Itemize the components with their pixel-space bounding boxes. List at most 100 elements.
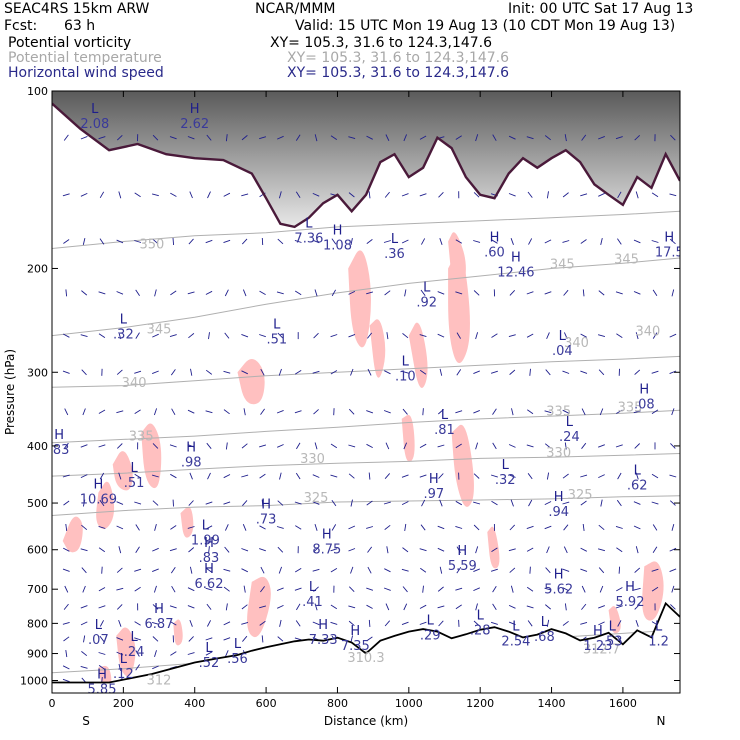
wind-vector xyxy=(330,443,338,449)
wind-vector xyxy=(509,369,516,375)
field-pv-name: Potential vorticity xyxy=(8,35,132,51)
wind-vector xyxy=(615,291,623,295)
wind-vector xyxy=(276,291,284,295)
tropopause-line xyxy=(52,102,680,229)
wind-vector xyxy=(169,136,177,140)
wind-vector xyxy=(330,548,338,552)
wind-extremum-value: 2.54 xyxy=(501,634,530,649)
wind-extremum-value: .51 xyxy=(266,333,287,348)
wind-vector xyxy=(492,585,497,593)
wind-vector xyxy=(260,368,265,376)
theta-contour-line xyxy=(52,257,680,337)
wind-vector xyxy=(473,524,480,531)
wind-vector xyxy=(208,546,210,554)
wind-vector xyxy=(544,525,552,530)
wind-vector xyxy=(170,192,177,197)
wind-vector xyxy=(170,621,177,626)
wind-extremum-value: 5.85 xyxy=(88,683,117,698)
theta-label: 325 xyxy=(304,491,329,506)
wind-vector xyxy=(508,334,516,338)
theta-label: 335 xyxy=(618,401,643,416)
wind-extremum-type: H xyxy=(593,624,603,639)
y-tick-label: 600 xyxy=(27,544,48,557)
wind-vector xyxy=(223,586,230,592)
wind-vector xyxy=(205,239,213,244)
wind-vector xyxy=(190,368,193,376)
wind-vector xyxy=(350,566,354,574)
wind-extremum-value: 1.99 xyxy=(191,534,220,549)
wind-vector xyxy=(455,604,462,610)
wind-vector xyxy=(277,546,284,553)
wind-vector xyxy=(671,523,675,531)
wind-vector xyxy=(207,191,211,199)
wind-vector xyxy=(134,637,142,641)
wind-extremum-type: L xyxy=(91,102,99,117)
wind-vector xyxy=(205,410,213,414)
wind-vector xyxy=(420,289,426,296)
wind-vector xyxy=(260,566,265,574)
wind-vector xyxy=(330,334,338,338)
wind-vector xyxy=(508,548,516,552)
wind-vector xyxy=(243,408,246,416)
wind-extremum-value: 6.62 xyxy=(195,577,224,592)
wind-vector xyxy=(419,135,427,140)
wind-vector xyxy=(386,546,389,554)
wind-vector xyxy=(80,474,88,479)
wind-vector xyxy=(437,586,444,592)
wind-vector xyxy=(118,546,122,554)
wind-vector xyxy=(401,370,409,374)
y-tick-label: 300 xyxy=(27,366,48,379)
wind-vector xyxy=(508,193,516,197)
theta-label: 312 xyxy=(147,673,172,688)
wind-vector xyxy=(116,567,123,573)
wind-vector xyxy=(562,620,569,626)
wind-extremum-type: H xyxy=(186,440,196,455)
wind-vector xyxy=(295,134,301,141)
wind-extremum-value: 1.08 xyxy=(323,239,352,254)
wind-vector xyxy=(224,546,230,553)
wind-vector xyxy=(366,135,373,140)
wind-vector xyxy=(99,499,105,507)
wind-vector xyxy=(64,585,69,593)
pv-region xyxy=(173,619,183,646)
wind-extremum-type: H xyxy=(457,544,467,559)
valid-time: Valid: 15 UTC Mon 19 Aug 13 (10 CDT Mon … xyxy=(295,18,676,34)
wind-vector xyxy=(367,332,373,339)
wind-extremum-type: H xyxy=(154,602,164,617)
wind-vector xyxy=(151,193,159,197)
wind-vector xyxy=(582,289,585,297)
wind-extremum-value: .97 xyxy=(423,487,444,502)
wind-vector xyxy=(366,526,374,529)
wind-extremum-value: 6.87 xyxy=(145,617,174,632)
wind-extremum-type: L xyxy=(120,652,128,667)
wind-extremum-type: H xyxy=(97,668,107,683)
terrain-mask xyxy=(52,603,680,693)
wind-vector xyxy=(63,636,70,642)
wind-vector xyxy=(169,605,177,609)
wind-vector xyxy=(259,136,267,140)
wind-vector xyxy=(420,524,426,531)
wind-extremum-type: L xyxy=(566,415,574,430)
wind-vector xyxy=(473,501,481,505)
wind-vector xyxy=(563,289,569,296)
wind-vector xyxy=(545,604,551,610)
wind-vector xyxy=(62,547,70,552)
wind-vector xyxy=(348,408,355,415)
wind-vector xyxy=(383,410,391,414)
wind-vector xyxy=(81,651,88,657)
wind-vector xyxy=(580,474,588,478)
wind-vector xyxy=(422,408,424,416)
wind-extremum-value: 8.75 xyxy=(312,542,341,557)
wind-vector xyxy=(224,332,230,339)
wind-vector xyxy=(580,370,588,374)
wind-extremum-type: L xyxy=(402,354,410,369)
wind-vector xyxy=(669,333,677,338)
wind-vector xyxy=(189,619,193,627)
wind-vector xyxy=(455,587,463,591)
wind-vector xyxy=(616,547,623,553)
wind-extremum-value: 12.46 xyxy=(497,266,534,281)
theta-label: 340 xyxy=(564,336,589,351)
theta-label: 330 xyxy=(300,452,325,467)
wind-vector xyxy=(62,568,70,572)
wind-extremum-value: .68 xyxy=(534,630,555,645)
